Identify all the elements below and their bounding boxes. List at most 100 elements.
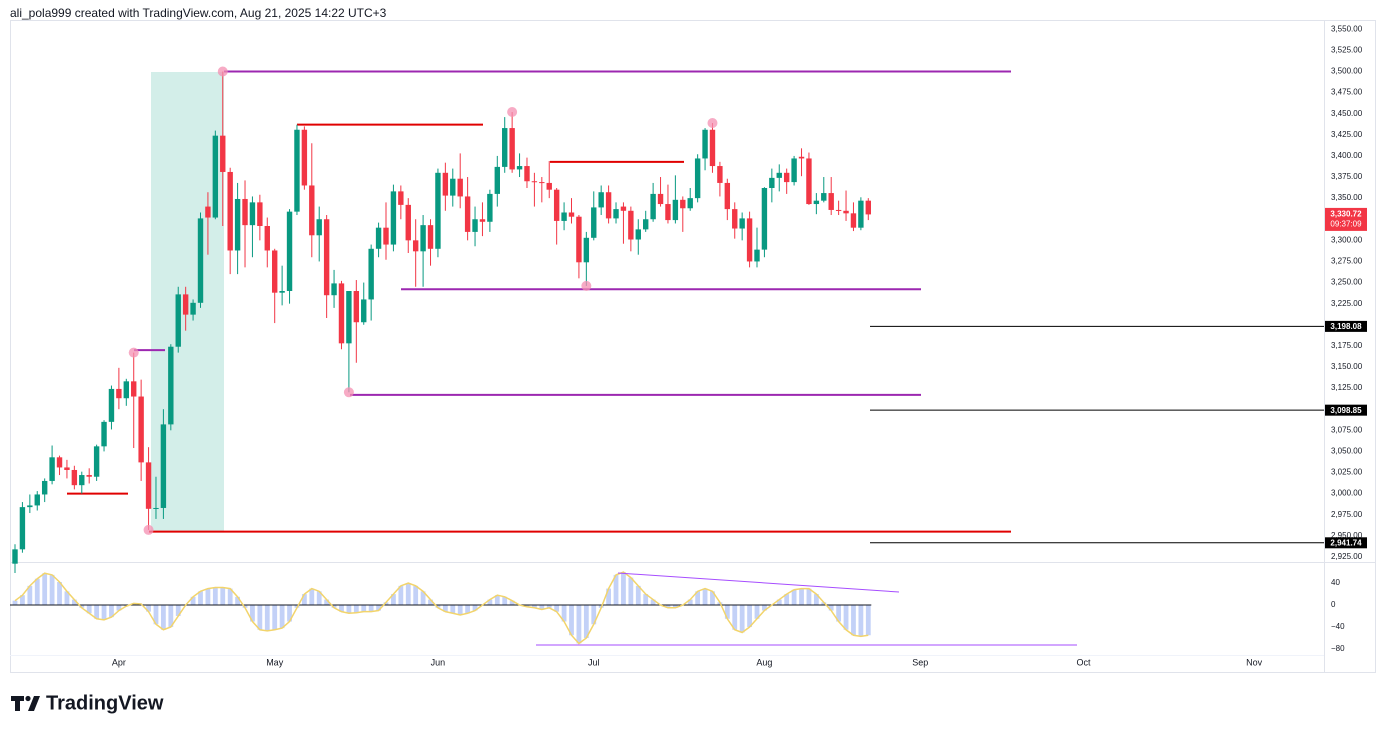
histogram-bar [71, 599, 77, 606]
candle-body [242, 198, 248, 226]
candle-body [353, 291, 360, 323]
candle-body [591, 207, 597, 238]
candle-body [568, 212, 575, 217]
histogram-bar [851, 605, 856, 636]
candle-body [457, 178, 463, 197]
histogram-bar [339, 605, 344, 612]
candle-body [583, 237, 590, 263]
histogram-bar [591, 605, 597, 625]
histogram-bar [732, 605, 738, 630]
histogram-bar [784, 594, 790, 606]
candle-body [502, 128, 508, 167]
candle-body [205, 206, 211, 218]
candle-body [383, 227, 389, 245]
histogram-bar [391, 594, 396, 606]
histogram-bar [309, 588, 315, 606]
candle-body [175, 294, 181, 347]
histogram-bar [554, 605, 560, 612]
candle-body [197, 218, 204, 303]
pivot-marker [128, 347, 139, 358]
candle-body [539, 182, 545, 184]
histogram-bar [561, 605, 567, 622]
y-tick-label: 0 [1331, 600, 1336, 609]
histogram-bar [546, 605, 552, 608]
histogram-bar [865, 605, 871, 636]
candle-body [479, 219, 486, 222]
logo-icon [25, 695, 31, 702]
histogram-bar [442, 605, 448, 612]
candle-body [843, 210, 849, 214]
histogram-bar [175, 605, 181, 617]
candle-body [182, 294, 189, 315]
histogram-bar [361, 605, 367, 612]
y-tick-label: 3,375.00 [1331, 172, 1363, 181]
candle-body [375, 227, 382, 249]
trend-line [617, 572, 900, 593]
histogram-bar [628, 577, 634, 606]
header: ali_pola999 created with TradingView.com… [10, 6, 387, 20]
candle-body [116, 388, 122, 399]
candle-body [294, 129, 300, 212]
histogram-bar [264, 605, 270, 631]
y-tick-label: 3,425.00 [1331, 130, 1363, 139]
candle-body [316, 219, 322, 236]
histogram-bar [650, 599, 656, 606]
candle-body [717, 166, 723, 183]
histogram-bar [821, 602, 827, 606]
histogram-bar [465, 605, 471, 614]
candle-body [724, 182, 731, 210]
histogram-bar [502, 596, 508, 606]
y-tick-label: 3,075.00 [1331, 425, 1363, 434]
candle-body [390, 191, 397, 245]
candle-body [101, 421, 107, 447]
last-price-label: 3,330.72 [1330, 210, 1362, 219]
histogram-bar [420, 591, 426, 606]
histogram-bar [301, 594, 307, 606]
candle-body [41, 480, 48, 495]
x-tick-label: Jun [431, 657, 446, 667]
last-price-box [1325, 207, 1367, 231]
candle-body [435, 172, 441, 249]
histogram-bar [739, 605, 745, 633]
candle-body [361, 299, 367, 323]
pivot-marker [507, 107, 518, 118]
pivot-marker [343, 387, 354, 398]
y-tick-label: 3,450.00 [1331, 109, 1363, 118]
candle-body [168, 346, 174, 425]
histogram-bar [198, 591, 203, 606]
histogram-bar [576, 605, 582, 644]
histogram-bar [509, 600, 515, 606]
histogram-bar [672, 605, 678, 608]
candle-body [798, 156, 805, 159]
candle-body [680, 199, 686, 209]
candle-body [813, 200, 820, 205]
candle-body [650, 193, 656, 220]
histogram-bar [146, 605, 151, 612]
candle-body [643, 219, 649, 230]
candle-body [212, 135, 219, 218]
price-line-label: 2,941.74 [1330, 538, 1362, 547]
candle-body [576, 216, 582, 263]
price-line-label: 3,198.08 [1330, 322, 1362, 331]
candle-body [442, 172, 449, 196]
candle-body [420, 225, 426, 252]
histogram-bar [316, 591, 322, 606]
histogram-bar [635, 585, 641, 606]
histogram-bar [413, 585, 419, 606]
candle-body [598, 192, 604, 208]
candle-body [301, 129, 308, 186]
candle-body [79, 475, 85, 486]
candle-body [769, 177, 775, 189]
candle-body [850, 213, 857, 228]
y-tick-label: 3,400.00 [1331, 151, 1363, 160]
histogram-bar [398, 585, 404, 606]
candle-body [739, 218, 745, 229]
candle-body [272, 250, 278, 293]
histogram-bar [346, 605, 352, 614]
candle-body [472, 219, 478, 232]
histogram-bar [428, 599, 433, 606]
y-tick-label: 3,475.00 [1331, 88, 1363, 97]
y-tick-label: 3,225.00 [1331, 299, 1363, 308]
candle-body [657, 193, 664, 205]
histogram-bar [524, 605, 530, 607]
